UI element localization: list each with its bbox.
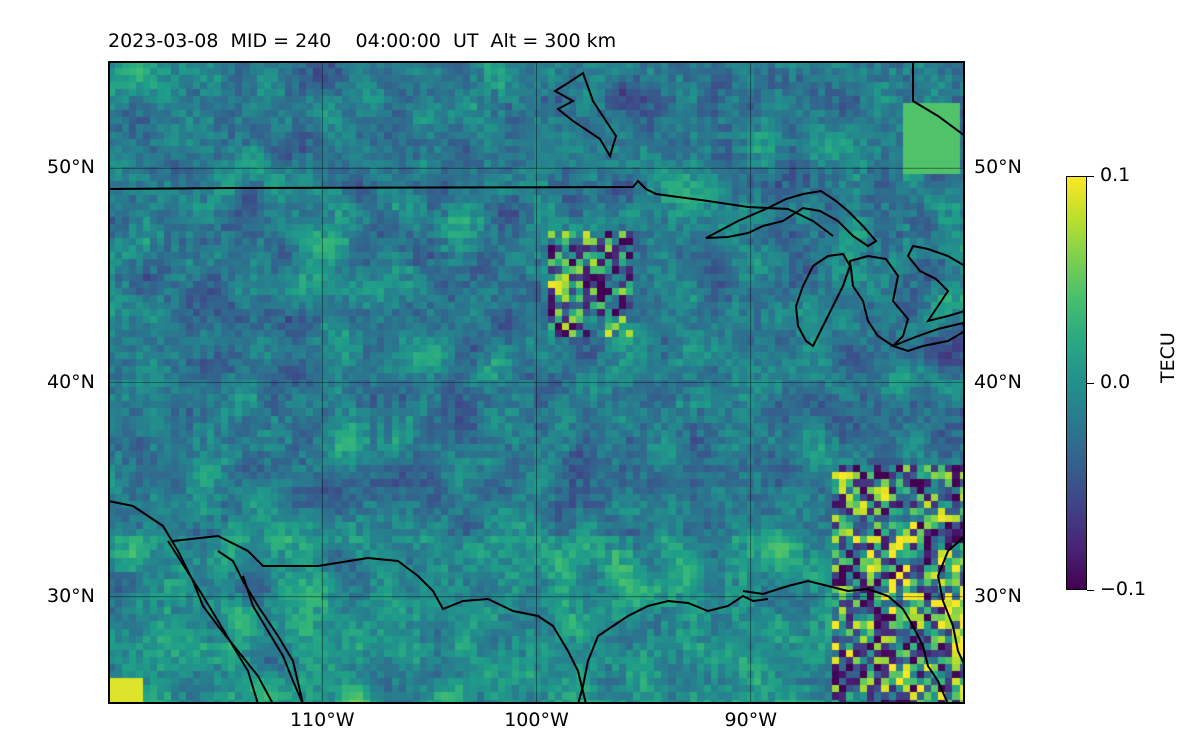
gulf-louisiana: [742, 579, 949, 704]
lat-label-right: 50°N: [974, 156, 1022, 179]
mexico-west-coast: [242, 575, 304, 704]
colorbar-tick: [1087, 176, 1094, 177]
gulf-of-california: [217, 550, 304, 704]
colorbar-tick: [1087, 383, 1094, 384]
plot-title: 2023-03-08 MID = 240 04:00:00 UT Alt = 3…: [108, 30, 617, 52]
tec-map: [108, 61, 965, 704]
east-canada-coast: [906, 244, 965, 323]
baja-coast: [108, 500, 274, 704]
lon-label: 90°W: [724, 709, 777, 731]
colorbar-tick-label: 0.1: [1100, 164, 1131, 186]
lat-label-right: 40°N: [974, 370, 1022, 393]
florida-west: [936, 535, 965, 667]
lake-huron: [848, 254, 910, 348]
map-frame: [108, 61, 965, 704]
mexico-gulf-coast: [567, 650, 587, 704]
coastlines: [108, 61, 965, 704]
gridlines: [108, 61, 965, 704]
lon-label: 100°W: [504, 709, 569, 731]
colorbar-tick-label: −0.1: [1100, 578, 1147, 600]
colorbar: [1066, 176, 1087, 590]
lat-label-left: 50°N: [47, 156, 95, 179]
lat-label-right: 30°N: [974, 584, 1022, 607]
colorbar-tick: [1087, 590, 1094, 591]
lat-label-left: 30°N: [47, 584, 95, 607]
texas-coast: [577, 594, 769, 704]
map-overlay: [108, 61, 965, 704]
hudson-bay-coast: [553, 71, 618, 159]
lake-superior: [705, 189, 878, 248]
hudson-bay-ne: [912, 61, 965, 137]
lake-erie-ontario: [890, 321, 965, 353]
lon-label: 110°W: [289, 709, 355, 731]
lake-michigan: [794, 252, 852, 348]
baja-inner: [167, 540, 259, 704]
lat-label-left: 40°N: [47, 370, 95, 393]
us-mexico-border: [172, 534, 569, 652]
colorbar-tick-label: 0.0: [1100, 371, 1131, 393]
colorbar-label: TECU: [1157, 332, 1179, 383]
